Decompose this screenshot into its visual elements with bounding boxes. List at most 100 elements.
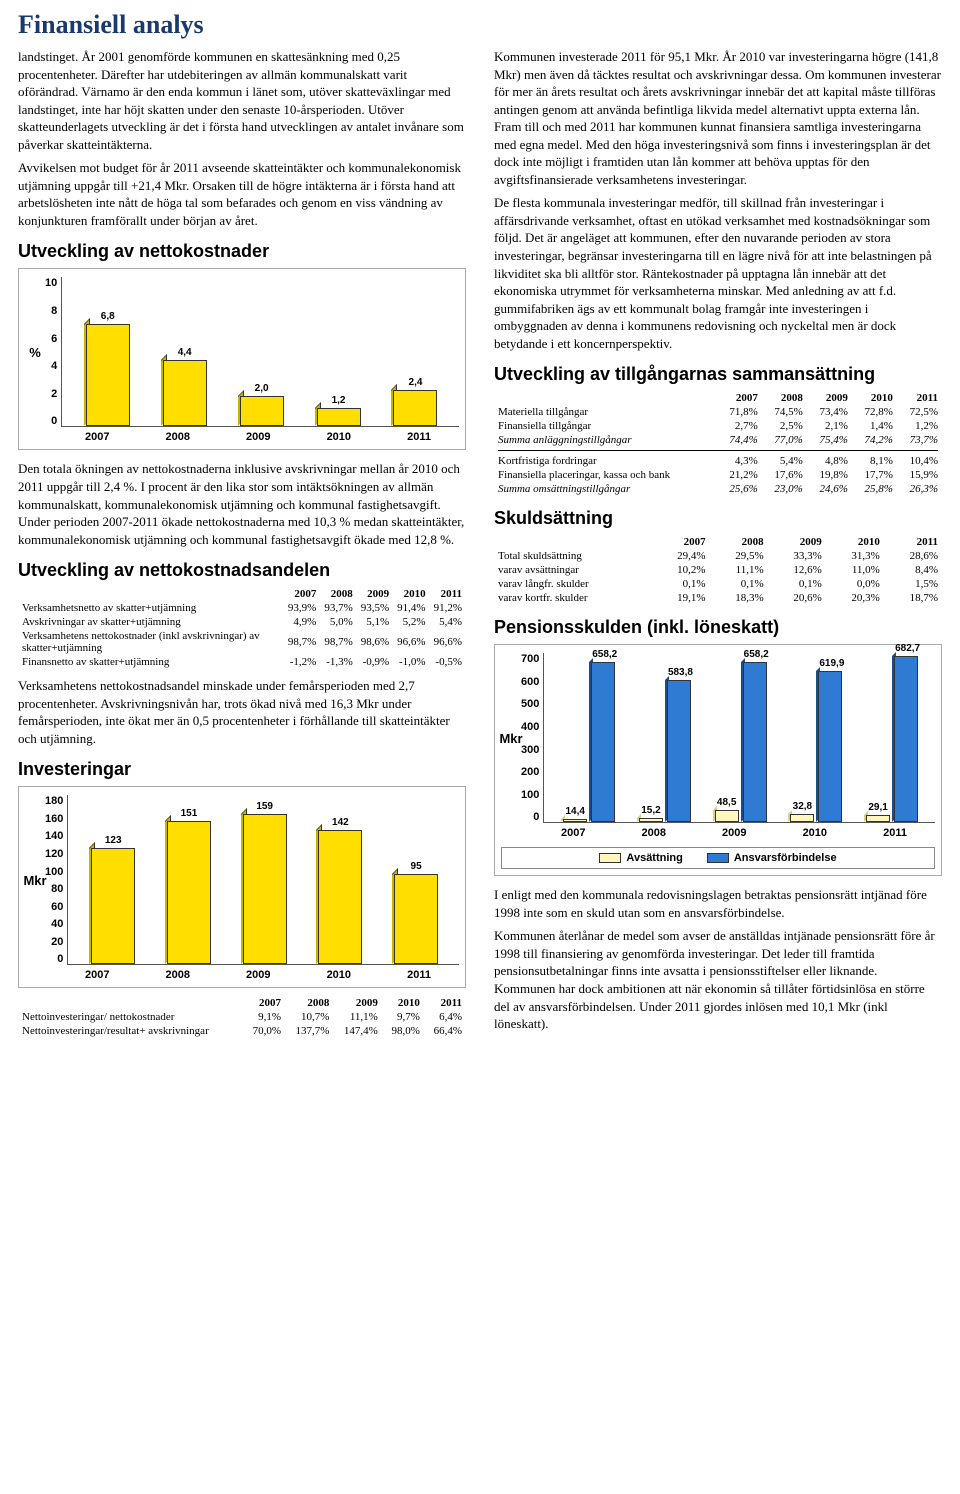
y-label: Mkr bbox=[25, 795, 45, 965]
table-cell: 91,2% bbox=[430, 601, 466, 615]
right-p1: Kommunen investerade 2011 för 95,1 Mkr. … bbox=[494, 48, 942, 188]
y-tick: 200 bbox=[521, 766, 539, 778]
row-label: Avskrivningar av skatter+utjämning bbox=[18, 615, 284, 629]
tillg-table: 20072008200920102011Materiella tillgånga… bbox=[494, 391, 942, 496]
left-p3: Den totala ökningen av nettokostnaderna … bbox=[18, 460, 466, 548]
y-label: Mkr bbox=[501, 653, 521, 823]
y-tick: 8 bbox=[45, 305, 57, 317]
data-table: 20072008200920102011Verksamhetsnetto av … bbox=[18, 587, 466, 669]
y-tick: 2 bbox=[45, 388, 57, 400]
table-col-header: 2007 bbox=[243, 996, 285, 1010]
data-table: 20072008200920102011Materiella tillgånga… bbox=[494, 391, 942, 496]
x-tick: 2007 bbox=[561, 827, 585, 839]
legend-item: Avsättning bbox=[599, 852, 682, 864]
right-p3: I enligt med den kommunala redovisningsl… bbox=[494, 886, 942, 921]
table-col-header: 2008 bbox=[762, 391, 807, 405]
table-cell: 0,1% bbox=[651, 577, 709, 591]
table-cell: 29,5% bbox=[710, 549, 768, 563]
y-tick: 4 bbox=[45, 360, 57, 372]
table-col-header: 2009 bbox=[807, 391, 852, 405]
row-label: Nettoinvesteringar/resultat+ avskrivning… bbox=[18, 1024, 243, 1038]
bar-value-label: 658,2 bbox=[592, 649, 614, 660]
y-label: % bbox=[25, 277, 45, 427]
x-tick: 2011 bbox=[407, 969, 431, 981]
bar-value-label: 15,2 bbox=[640, 805, 662, 816]
table-col-header: 2010 bbox=[382, 996, 424, 1010]
bar: 48,5 bbox=[715, 810, 739, 822]
bar: 658,2 bbox=[743, 662, 767, 822]
table-col-header: 2009 bbox=[357, 587, 393, 601]
table-row: Materiella tillgångar71,8%74,5%73,4%72,8… bbox=[494, 405, 942, 419]
y-tick: 160 bbox=[45, 813, 63, 825]
table-row: Finansiella tillgångar2,7%2,5%2,1%1,4%1,… bbox=[494, 419, 942, 433]
y-tick: 140 bbox=[45, 830, 63, 842]
chart-netto-title: Utveckling av nettokostnader bbox=[18, 241, 466, 262]
bar-value-label: 14,4 bbox=[564, 806, 586, 817]
table-col-header: 2010 bbox=[826, 535, 884, 549]
table-row: Verksamhetens nettokostnader (inkl avskr… bbox=[18, 629, 466, 655]
table-cell: 5,4% bbox=[430, 615, 466, 629]
skuld-table: 20072008200920102011Total skuldsättning2… bbox=[494, 535, 942, 605]
y-tick: 400 bbox=[521, 721, 539, 733]
table-col-header: 2011 bbox=[897, 391, 942, 405]
bar: 123 bbox=[89, 848, 135, 964]
right-p4: Kommunen återlånar de medel som avser de… bbox=[494, 927, 942, 1032]
table-col-header: 2009 bbox=[768, 535, 826, 549]
left-p4: Verksamhetens nettokostnadsandel minskad… bbox=[18, 677, 466, 747]
bar-value-label: 32,8 bbox=[791, 801, 813, 812]
table-row: varav långfr. skulder0,1%0,1%0,1%0,0%1,5… bbox=[494, 577, 942, 591]
y-tick: 10 bbox=[45, 277, 57, 289]
row-label: Finansnetto av skatter+utjämning bbox=[18, 655, 284, 669]
bar-value-label: 1,2 bbox=[318, 395, 360, 406]
bar-value-label: 159 bbox=[244, 801, 286, 812]
table-cell: 5,1% bbox=[357, 615, 393, 629]
table-cell: 33,3% bbox=[768, 549, 826, 563]
table-col-header: 2011 bbox=[430, 587, 466, 601]
chart-legend: AvsättningAnsvarsförbindelse bbox=[501, 847, 935, 869]
table-cell: -1,2% bbox=[284, 655, 320, 669]
bar-value-label: 2,4 bbox=[394, 377, 436, 388]
table-cell: 1,5% bbox=[884, 577, 942, 591]
table-cell: 10,2% bbox=[651, 563, 709, 577]
y-tick: 700 bbox=[521, 653, 539, 665]
table-cell: 0,1% bbox=[768, 577, 826, 591]
table-col-header: 2008 bbox=[710, 535, 768, 549]
table-row: Total skuldsättning29,4%29,5%33,3%31,3%2… bbox=[494, 549, 942, 563]
bar-value-label: 151 bbox=[168, 808, 210, 819]
table-cell: 96,6% bbox=[430, 629, 466, 655]
y-tick: 0 bbox=[521, 811, 539, 823]
bar-group: 15,2583,8 bbox=[637, 680, 691, 822]
x-tick: 2007 bbox=[85, 969, 109, 981]
table-cell: 93,7% bbox=[320, 601, 356, 615]
y-tick: 60 bbox=[45, 901, 63, 913]
chart-inv: Mkr1801601401201008060402001231511591429… bbox=[18, 786, 466, 988]
table-cell: 9,1% bbox=[243, 1010, 285, 1024]
table-cell: 98,0% bbox=[382, 1024, 424, 1038]
row-label: Total skuldsättning bbox=[494, 549, 651, 563]
table-cell: 98,6% bbox=[357, 629, 393, 655]
bar-group: 29,1682,7 bbox=[864, 656, 918, 822]
bar-value-label: 95 bbox=[395, 861, 437, 872]
table-cell: -0,9% bbox=[357, 655, 393, 669]
table-row: Nettoinvesteringar/ nettokostnader9,1%10… bbox=[18, 1010, 466, 1024]
skuld-title: Skuldsättning bbox=[494, 508, 942, 529]
bar: 2,4 bbox=[391, 390, 437, 426]
table-col-header: 2008 bbox=[320, 587, 356, 601]
pension-title: Pensionsskulden (inkl. löneskatt) bbox=[494, 617, 942, 638]
table-cell: 66,4% bbox=[424, 1024, 466, 1038]
x-tick: 2010 bbox=[327, 431, 351, 443]
table-cell: 18,7% bbox=[884, 591, 942, 605]
table-cell: 147,4% bbox=[333, 1024, 381, 1038]
table-cell: -1,0% bbox=[393, 655, 429, 669]
bar-value-label: 2,0 bbox=[241, 383, 283, 394]
right-column: Kommunen investerade 2011 för 95,1 Mkr. … bbox=[494, 48, 942, 1039]
table-row: Avskrivningar av skatter+utjämning4,9%5,… bbox=[18, 615, 466, 629]
table-cell: 98,7% bbox=[320, 629, 356, 655]
inv-title: Investeringar bbox=[18, 759, 466, 780]
bar-group: 32,8619,9 bbox=[788, 671, 842, 822]
table-cell: 10,7% bbox=[285, 1010, 333, 1024]
y-tick: 300 bbox=[521, 744, 539, 756]
table-cell: 91,4% bbox=[393, 601, 429, 615]
table-cell: 19,1% bbox=[651, 591, 709, 605]
y-tick: 500 bbox=[521, 698, 539, 710]
